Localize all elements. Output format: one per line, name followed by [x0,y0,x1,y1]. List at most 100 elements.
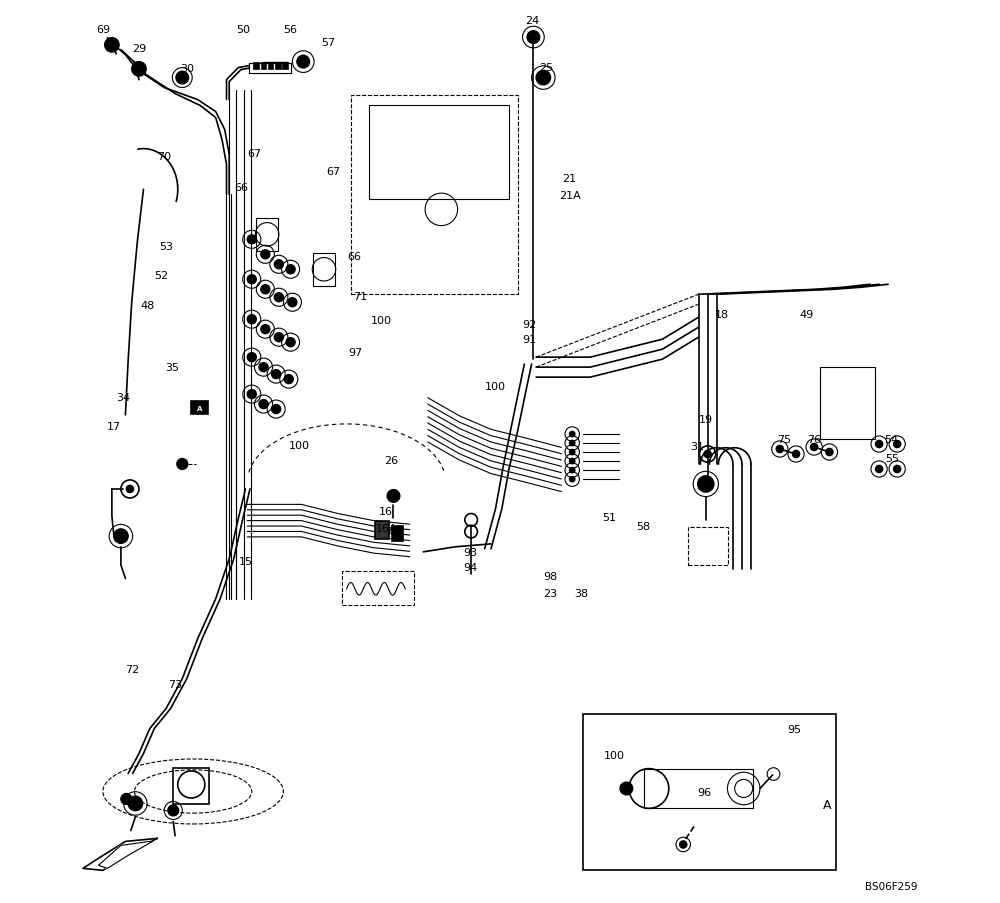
Circle shape [274,333,283,342]
Text: 29: 29 [132,44,146,54]
Bar [249,63,291,73]
Bar [392,526,403,541]
Text: 69: 69 [96,24,110,34]
Text: 48: 48 [141,301,155,311]
Circle shape [105,39,119,53]
Circle shape [121,794,132,805]
Circle shape [704,451,711,458]
Text: 49: 49 [800,310,814,320]
Circle shape [570,450,575,455]
Text: 91: 91 [523,335,537,345]
Circle shape [247,236,256,245]
Text: 34: 34 [117,393,131,403]
Circle shape [247,315,256,324]
Circle shape [177,459,188,470]
Circle shape [132,62,146,77]
Circle shape [810,444,818,452]
Text: 76: 76 [807,434,821,445]
Circle shape [247,390,256,399]
Circle shape [126,486,134,493]
Text: 66: 66 [347,252,361,262]
Text: 21: 21 [562,174,577,184]
Text: 100: 100 [485,382,506,392]
Text: 67: 67 [247,149,262,159]
Bar [644,768,753,808]
Circle shape [826,449,833,456]
Text: 73: 73 [168,679,182,689]
Circle shape [261,250,270,259]
Circle shape [288,298,297,307]
Text: 56: 56 [284,24,298,34]
Text: 100: 100 [604,750,625,760]
Polygon shape [98,842,152,869]
Circle shape [272,370,281,379]
Circle shape [570,459,575,464]
Bar [254,64,259,70]
Text: 19: 19 [699,415,713,425]
Circle shape [894,441,901,448]
Text: 100: 100 [289,440,310,451]
Circle shape [875,441,883,448]
Circle shape [875,466,883,473]
Text: 71: 71 [353,292,367,302]
Text: 100: 100 [370,316,391,326]
Text: 53: 53 [159,242,173,252]
Text: 38: 38 [574,588,588,598]
Bar [249,63,291,73]
Bar [351,96,518,295]
Text: 93: 93 [463,547,477,557]
Bar [276,64,281,70]
Circle shape [570,477,575,482]
Text: 52: 52 [154,271,169,281]
Circle shape [259,363,268,372]
Bar [583,713,836,870]
Text: 67: 67 [326,167,340,177]
Circle shape [114,529,128,544]
Text: 16: 16 [379,507,393,517]
Text: 66: 66 [234,182,248,192]
Text: 58: 58 [636,521,651,531]
Text: 75: 75 [777,434,791,445]
Circle shape [286,265,295,275]
Circle shape [286,339,295,348]
Bar [375,521,389,539]
Text: 31: 31 [690,441,704,452]
Circle shape [274,293,283,303]
Text: 26: 26 [385,455,399,466]
Circle shape [168,805,179,816]
Text: 95: 95 [787,724,801,734]
Bar [688,527,728,565]
Text: 23: 23 [543,588,558,598]
Text: BS06F259: BS06F259 [865,881,917,891]
Text: 98: 98 [543,571,558,581]
Text: 21A: 21A [559,191,580,200]
Text: 54: 54 [885,434,899,445]
Text: 57: 57 [321,38,336,48]
Text: 55: 55 [885,453,899,464]
Circle shape [570,432,575,437]
Circle shape [536,71,551,86]
Circle shape [776,446,783,453]
Circle shape [297,56,310,69]
Text: 70: 70 [157,152,171,162]
Circle shape [387,490,400,503]
Circle shape [261,285,270,294]
Bar [262,64,266,70]
Circle shape [620,782,633,795]
Text: 35: 35 [165,363,179,373]
Text: 15: 15 [238,556,252,566]
Polygon shape [83,839,157,870]
Text: 72: 72 [126,665,140,675]
Text: 51: 51 [602,512,616,522]
Text: 50: 50 [236,24,250,34]
Bar [369,106,509,200]
Circle shape [570,441,575,446]
Text: A: A [197,405,202,411]
Circle shape [284,375,293,384]
Circle shape [247,275,256,284]
Text: 30: 30 [180,64,194,74]
Circle shape [259,400,268,409]
Circle shape [570,468,575,473]
Circle shape [792,451,800,458]
Text: 96: 96 [697,787,711,797]
